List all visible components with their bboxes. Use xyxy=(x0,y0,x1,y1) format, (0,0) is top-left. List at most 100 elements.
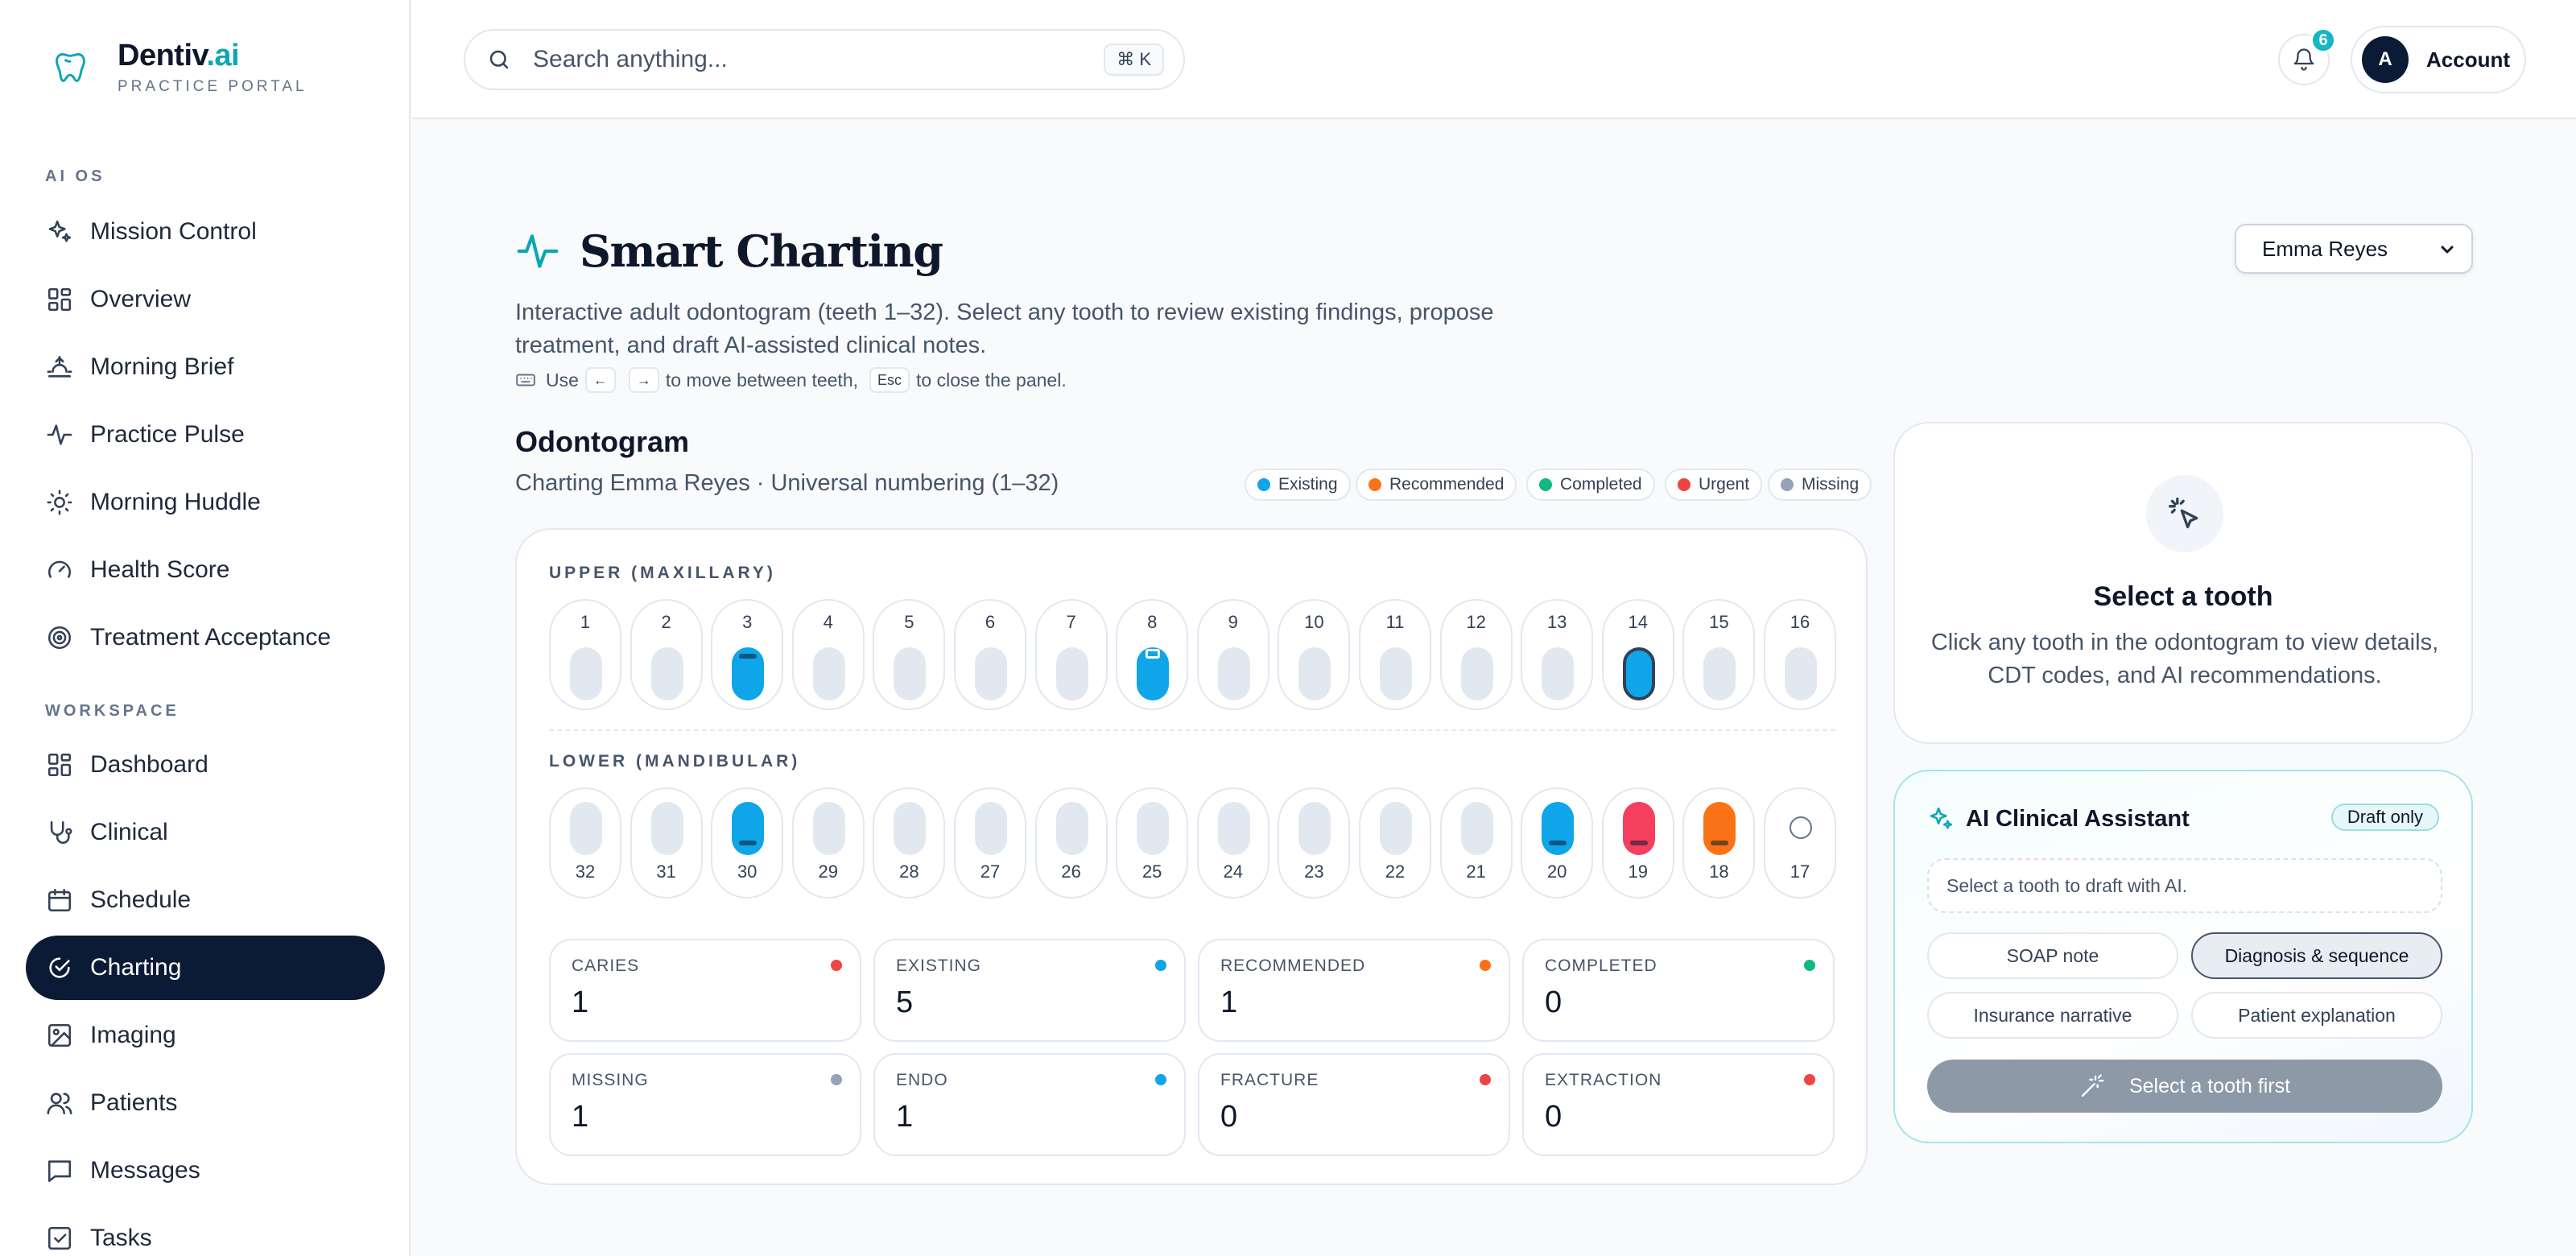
nav-section-ai-os: AI OS xyxy=(45,167,105,185)
odontogram-title: Odontogram xyxy=(515,425,689,458)
nav-item-imaging[interactable]: Imaging xyxy=(26,1003,385,1068)
stat-label: EXISTING xyxy=(896,956,982,975)
tooth-28[interactable]: 28 xyxy=(873,787,946,899)
legend-label: Urgent xyxy=(1699,475,1750,494)
ai-clinical-assistant: AI Clinical Assistant Draft only Select … xyxy=(1893,770,2473,1143)
patient-select[interactable]: Emma Reyes xyxy=(2235,224,2473,274)
nav-item-tasks[interactable]: Tasks xyxy=(26,1206,385,1256)
nav-label: Health Score xyxy=(90,556,230,583)
tooth-shape xyxy=(1298,647,1331,700)
tooth-6[interactable]: 6 xyxy=(954,599,1026,710)
search-input[interactable]: Search anything... ⌘ K xyxy=(464,29,1185,90)
stethoscope-icon xyxy=(45,818,74,847)
tooth-18[interactable]: 18 xyxy=(1682,787,1756,899)
nav-item-messages[interactable]: Messages xyxy=(26,1138,385,1203)
hint-text-move: to move between teeth, xyxy=(665,369,859,390)
calendar-icon xyxy=(45,886,74,915)
nav-item-morning-huddle[interactable]: Morning Huddle xyxy=(26,470,385,535)
nav-item-patients[interactable]: Patients xyxy=(26,1071,385,1135)
page-subtitle: Interactive adult odontogram (teeth 1–32… xyxy=(515,300,1494,358)
lower-arch-label: LOWER (MANDIBULAR) xyxy=(549,752,801,771)
tooth-26[interactable]: 26 xyxy=(1034,787,1108,899)
tooth-shape xyxy=(1380,647,1412,700)
generate-draft-button[interactable]: Select a tooth first xyxy=(1927,1060,2442,1113)
patient-select-value: Emma Reyes xyxy=(2262,236,2388,261)
tooth-4[interactable]: 4 xyxy=(791,599,865,710)
sun-icon xyxy=(45,488,74,517)
diagnosis-sequence-button[interactable]: Diagnosis & sequence xyxy=(2191,932,2442,979)
tooth-detail-panel: Select a tooth Click any tooth in the od… xyxy=(1893,422,2473,744)
tooth-shape xyxy=(650,802,683,855)
nav-item-morning-brief[interactable]: Morning Brief xyxy=(26,335,385,399)
nav-item-schedule[interactable]: Schedule xyxy=(26,868,385,932)
insurance-narrative-button[interactable]: Insurance narrative xyxy=(1927,992,2178,1039)
tooth-12[interactable]: 12 xyxy=(1439,599,1513,710)
tooth-shape xyxy=(1542,647,1575,700)
generate-draft-label: Select a tooth first xyxy=(2128,1074,2291,1097)
tooth-13[interactable]: 13 xyxy=(1521,599,1594,710)
tooth-number: 12 xyxy=(1466,612,1486,632)
tooth-10[interactable]: 10 xyxy=(1278,599,1351,710)
nav-item-charting[interactable]: Charting xyxy=(26,936,385,1000)
nav-item-overview[interactable]: Overview xyxy=(26,267,385,332)
tooth-22[interactable]: 22 xyxy=(1359,787,1431,899)
tooth-17[interactable]: 17 xyxy=(1764,787,1836,899)
tooth-19[interactable]: 19 xyxy=(1601,787,1674,899)
tooth-14[interactable]: 14 xyxy=(1601,599,1674,710)
tooth-number: 27 xyxy=(980,861,1001,882)
tooth-27[interactable]: 27 xyxy=(954,787,1026,899)
nav-item-dashboard[interactable]: Dashboard xyxy=(26,733,385,797)
target-icon xyxy=(45,623,74,652)
tooth-31[interactable]: 31 xyxy=(630,787,703,899)
nav-item-clinical[interactable]: Clinical xyxy=(26,800,385,865)
legend-dot xyxy=(1368,478,1381,491)
topbar: Search anything... ⌘ K 6 A Account xyxy=(412,0,2576,119)
tooth-8[interactable]: 8 xyxy=(1116,599,1189,710)
draft-only-badge: Draft only xyxy=(2330,804,2439,831)
tooth-15[interactable]: 15 xyxy=(1682,599,1756,710)
brand-subtitle: PRACTICE PORTAL xyxy=(118,78,308,95)
pulse-icon xyxy=(517,234,559,268)
tooth-29[interactable]: 29 xyxy=(791,787,865,899)
tooth-shape xyxy=(1622,647,1655,700)
tooth-25[interactable]: 25 xyxy=(1116,787,1189,899)
tooth-number: 20 xyxy=(1546,861,1567,882)
nav-item-treatment-acceptance[interactable]: Treatment Acceptance xyxy=(26,605,385,670)
tooth-1[interactable]: 1 xyxy=(549,599,621,710)
tooth-3[interactable]: 3 xyxy=(711,599,784,710)
soap-note-button[interactable]: SOAP note xyxy=(1927,932,2178,979)
account-button[interactable]: A Account xyxy=(2351,26,2526,93)
stat-status-dot xyxy=(1480,960,1491,971)
ai-prompt-field[interactable]: Select a tooth to draft with AI. xyxy=(1927,858,2442,913)
tooth-shape xyxy=(812,802,845,855)
tooth-20[interactable]: 20 xyxy=(1521,787,1594,899)
search-shortcut: ⌘ K xyxy=(1104,43,1164,76)
keyboard-hint: Use ← → to move between teeth, Esc to cl… xyxy=(515,367,1067,393)
brand[interactable]: Dentiv.ai PRACTICE PORTAL xyxy=(45,39,308,96)
nav-item-mission-control[interactable]: Mission Control xyxy=(26,200,385,264)
nav-label: Dashboard xyxy=(90,751,208,778)
tooth-number: 3 xyxy=(742,612,753,632)
tooth-11[interactable]: 11 xyxy=(1359,599,1431,710)
tooth-number: 14 xyxy=(1628,612,1649,632)
tooth-5[interactable]: 5 xyxy=(873,599,946,710)
stat-missing: MISSING 1 xyxy=(549,1053,861,1156)
tooth-23[interactable]: 23 xyxy=(1278,787,1351,899)
stat-extraction: EXTRACTION 0 xyxy=(1522,1053,1835,1156)
tooth-shape xyxy=(812,647,845,700)
upper-arch-label: UPPER (MAXILLARY) xyxy=(549,564,776,582)
tooth-21[interactable]: 21 xyxy=(1439,787,1513,899)
tooth-24[interactable]: 24 xyxy=(1196,787,1269,899)
ai-assistant-header: AI Clinical Assistant xyxy=(1927,805,2190,833)
tooth-7[interactable]: 7 xyxy=(1034,599,1108,710)
tooth-32[interactable]: 32 xyxy=(549,787,621,899)
tooth-2[interactable]: 2 xyxy=(630,599,703,710)
tooth-16[interactable]: 16 xyxy=(1764,599,1836,710)
nav-item-practice-pulse[interactable]: Practice Pulse xyxy=(26,403,385,467)
patient-explanation-button[interactable]: Patient explanation xyxy=(2191,992,2442,1039)
tooth-9[interactable]: 9 xyxy=(1196,599,1269,710)
hint-text-use: Use xyxy=(546,369,579,390)
nav-item-health-score[interactable]: Health Score xyxy=(26,538,385,602)
tooth-30[interactable]: 30 xyxy=(711,787,784,899)
chevron-down-icon xyxy=(2441,246,2454,254)
